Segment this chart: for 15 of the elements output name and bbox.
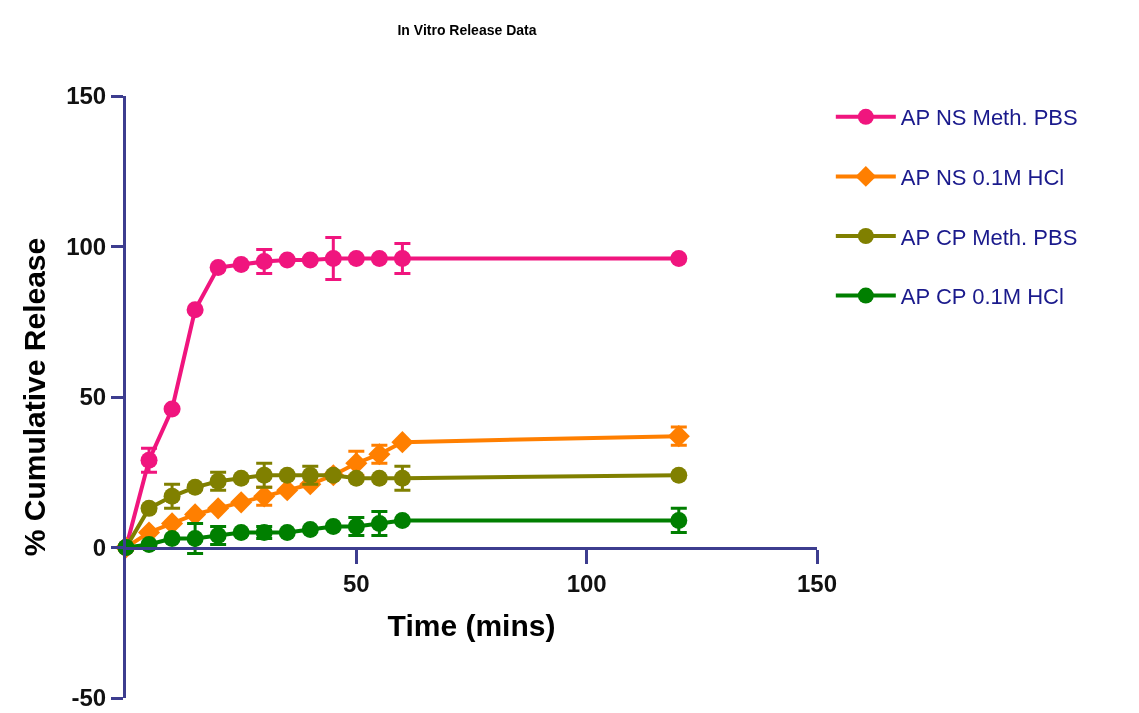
y-tick-label: -50 <box>71 684 107 712</box>
y-tick-label: 100 <box>66 232 107 260</box>
x-tick-label: 50 <box>342 570 370 598</box>
y-tick-label: 150 <box>66 82 107 110</box>
y-axis-title: % Cumulative Release <box>18 237 52 557</box>
x-tick-label: 150 <box>796 570 838 598</box>
x-axis-title: Time (mins) <box>387 608 556 642</box>
legend-label: AP CP Meth. PBS <box>900 224 1078 250</box>
legend-label: AP NS Meth. PBS <box>900 105 1078 131</box>
legend-label: AP NS 0.1M HCl <box>900 164 1065 190</box>
chart-title: In Vitro Release Data <box>397 21 537 38</box>
y-tick-label: 0 <box>92 533 107 561</box>
legend-label: AP CP 0.1M HCl <box>900 284 1064 310</box>
y-tick-label: 50 <box>79 383 107 411</box>
x-tick-label: 100 <box>566 570 607 598</box>
